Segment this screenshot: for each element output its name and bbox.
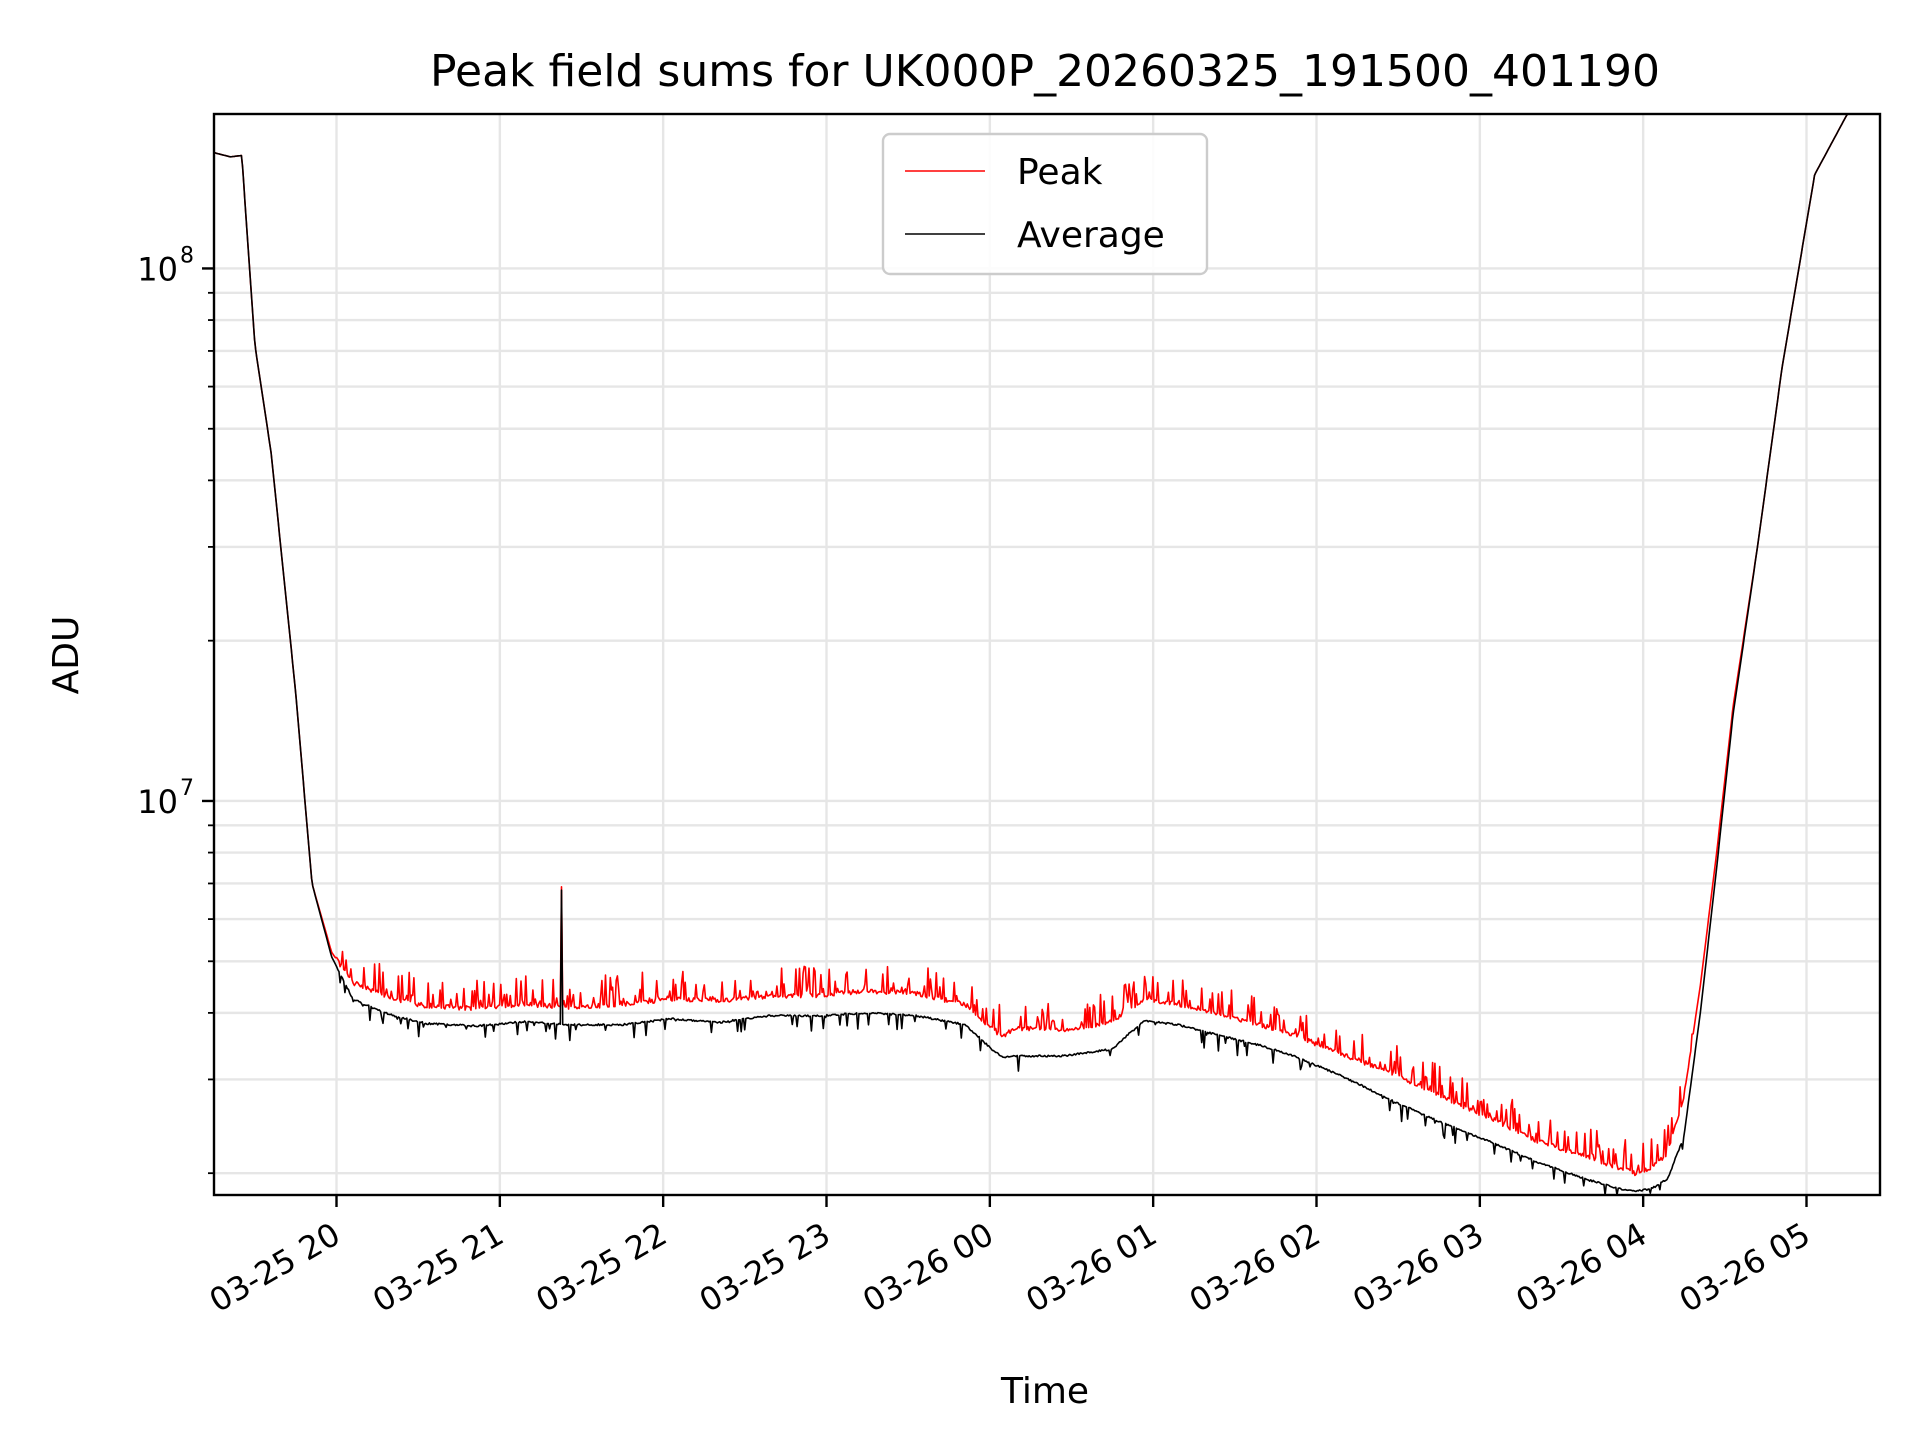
grid <box>214 114 1880 1195</box>
plot-frame <box>212 112 1882 1197</box>
x-axis-label: Time <box>1000 1371 1089 1412</box>
y-tick-label-exponent: 8 <box>180 243 194 268</box>
plot-series <box>213 113 1880 1196</box>
legend-box <box>881 132 1209 276</box>
legend-peak-label: Peak <box>1017 152 1103 193</box>
series-line-average <box>213 113 1880 1196</box>
y-tick-label-base: 10 <box>137 783 178 821</box>
legend-average-label: Average <box>1017 215 1165 256</box>
y-tick-label-base: 10 <box>137 250 178 288</box>
legend: Peak Average <box>881 132 1209 276</box>
y-axis-label: ADU <box>46 616 87 695</box>
chart-title: Peak field sums for UK000P_20260325_1915… <box>430 46 1660 97</box>
y-tick-label-exponent: 7 <box>180 776 194 801</box>
series-line-peak <box>213 113 1880 1177</box>
